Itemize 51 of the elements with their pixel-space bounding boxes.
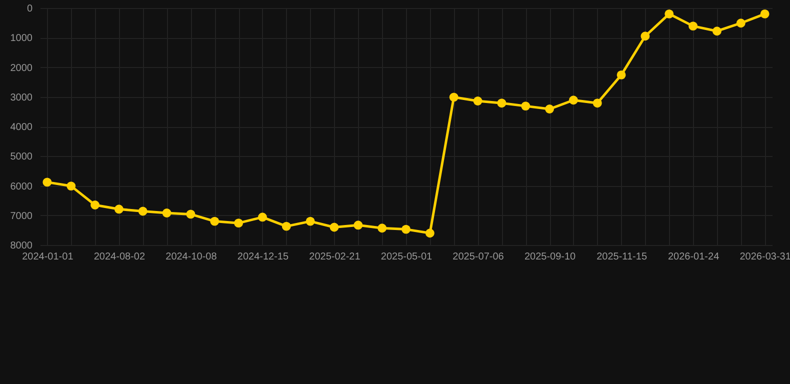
point [306,216,315,226]
point [330,222,339,232]
y-tick-label: 4000 [10,122,33,133]
point [521,102,530,111]
x-tick-label: 2026-01-24 [668,252,720,262]
x-tick-label: 2024-01-01 [22,252,74,262]
point [545,104,554,114]
point [258,212,267,222]
point [138,206,148,216]
point [425,228,434,238]
point [640,32,650,41]
y-tick-label: 8000 [10,240,33,252]
x-tick-label: 2025-11-15 [596,252,648,262]
y-tick-label: 7000 [10,210,33,222]
x-tick-label: 2024-12-15 [237,252,289,262]
x-tick-label: 2024-10-08 [166,252,218,262]
point [712,26,722,36]
y-tick-label: 1000 [10,33,33,44]
point [114,204,124,214]
y-tick-label: 3000 [10,92,33,104]
point [234,218,244,228]
point [568,96,578,105]
point [688,22,698,31]
point [664,9,674,18]
point [616,70,626,80]
point [402,224,410,234]
point [186,210,196,219]
point [354,220,363,230]
point [497,98,506,108]
x-tick-label: 2025-02-21 [309,252,361,262]
point [162,208,172,218]
point [760,9,770,18]
point [282,222,291,231]
point [66,182,76,191]
point [473,96,482,106]
point [736,18,746,28]
y-tick-label: 2000 [10,62,33,74]
point [90,200,100,210]
point [449,92,458,102]
x-tick-label: 2025-09-10 [524,252,576,262]
x-tick-label: 2026-03-31 [740,252,790,262]
y-tick-label: 6000 [10,181,33,192]
point [42,178,52,187]
point [592,98,602,108]
y-tick-label: 5000 [10,152,33,163]
x-tick-label: 2025-07-06 [452,252,504,262]
x-tick-label: 2024-08-02 [94,252,146,262]
point [210,216,220,226]
y-tick-label: 0 [26,4,33,14]
point [378,224,387,233]
x-tick-label: 2025-05-01 [380,252,433,262]
